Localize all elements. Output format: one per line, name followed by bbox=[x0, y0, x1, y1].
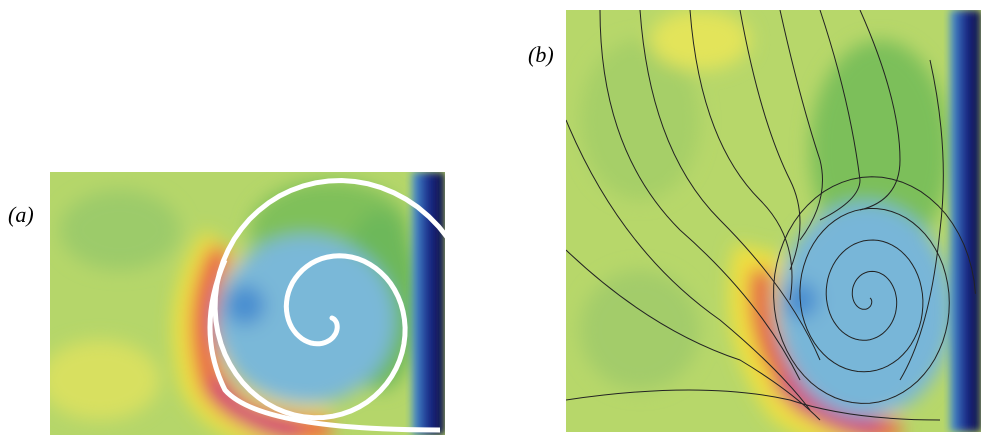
figure: (a) (b) bbox=[0, 0, 981, 435]
panel-label: (b) bbox=[528, 42, 554, 67]
panel-label: (a) bbox=[8, 202, 34, 227]
panel-a-image bbox=[40, 172, 477, 435]
page: (a) (b) bbox=[0, 0, 981, 435]
panel-b-image bbox=[566, 10, 981, 432]
